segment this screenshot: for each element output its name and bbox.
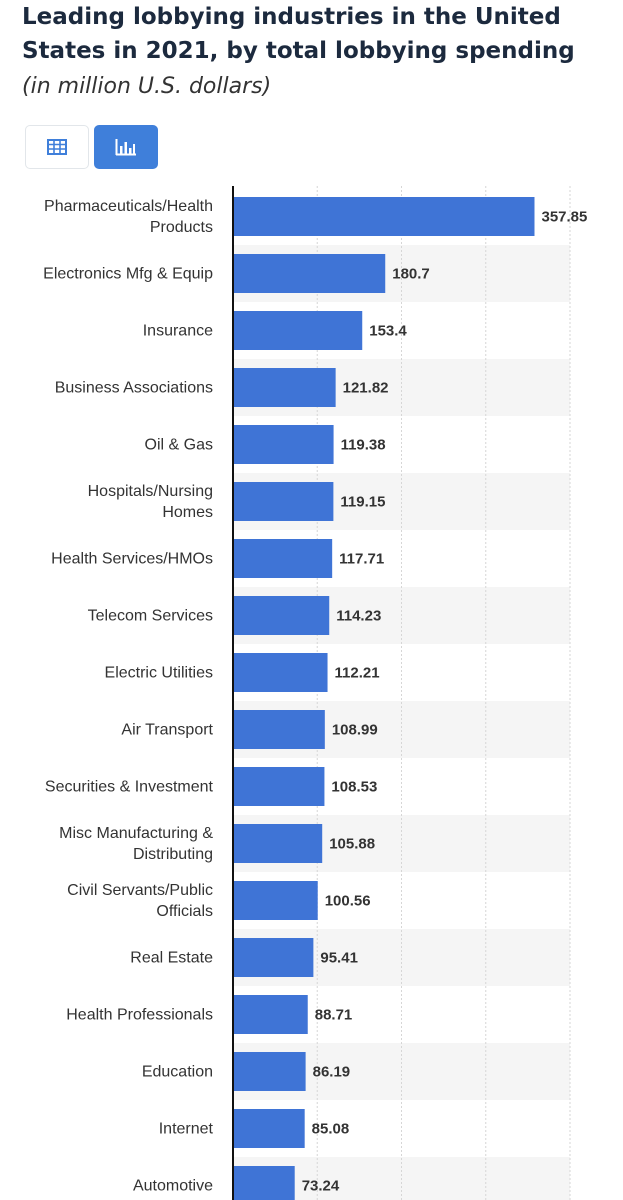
value-label: 105.88	[329, 836, 375, 853]
value-label: 88.71	[315, 1007, 353, 1024]
value-label: 119.38	[341, 437, 386, 454]
category-label: Telecom Services	[88, 608, 213, 625]
bar[interactable]	[233, 710, 325, 749]
category-label-line: Homes	[162, 504, 213, 521]
category-label: Real Estate	[130, 950, 213, 967]
category-label: Automotive	[133, 1178, 213, 1195]
bar[interactable]	[233, 881, 318, 920]
bar[interactable]	[233, 1052, 306, 1091]
value-label: 357.85	[541, 209, 587, 226]
bar[interactable]	[233, 995, 308, 1034]
category-label-line: Securities & Investment	[45, 779, 214, 796]
category-label: Internet	[159, 1121, 214, 1138]
category-label-line: Electric Utilities	[105, 665, 213, 682]
category-label: Oil & Gas	[145, 437, 213, 454]
bar-chart: 357.85 Pharmaceuticals/Health Products 180.…	[0, 186, 623, 1200]
category-label-line: Civil Servants/Public	[67, 882, 213, 899]
value-label: 114.23	[336, 608, 381, 625]
bar[interactable]	[233, 824, 323, 863]
category-label: Electric Utilities	[105, 665, 213, 682]
category-label-line: Oil & Gas	[145, 437, 213, 454]
bar[interactable]	[233, 767, 325, 806]
category-label: Securities & Investment	[45, 779, 214, 796]
bar[interactable]	[233, 1109, 305, 1148]
category-label: Civil Servants/Public Officials	[67, 882, 213, 920]
category-label-line: Misc Manufacturing &	[59, 825, 213, 842]
table-icon	[47, 139, 67, 155]
value-label: 180.7	[392, 266, 430, 283]
bar[interactable]	[233, 482, 334, 521]
bar[interactable]	[233, 197, 535, 236]
category-label: Education	[142, 1064, 213, 1081]
category-label: Pharmaceuticals/Health Products	[44, 198, 213, 236]
bar[interactable]	[233, 1166, 295, 1200]
bar-chart-svg: 357.85 Pharmaceuticals/Health Products 180.…	[43, 186, 587, 1200]
category-label-line: Education	[142, 1064, 213, 1081]
category-label-line: Air Transport	[121, 722, 213, 739]
category-label: Business Associations	[55, 380, 213, 397]
value-label: 85.08	[312, 1121, 350, 1138]
category-label-line: Insurance	[143, 323, 213, 340]
category-label-line: Telecom Services	[88, 608, 213, 625]
category-label: Health Services/HMOs	[51, 551, 213, 568]
category-label: Insurance	[143, 323, 213, 340]
bar[interactable]	[233, 425, 334, 464]
category-label: Misc Manufacturing & Distributing	[59, 825, 213, 863]
value-label: 121.82	[343, 380, 389, 397]
bar[interactable]	[233, 653, 328, 692]
value-label: 86.19	[313, 1064, 351, 1081]
category-label-line: Real Estate	[130, 950, 213, 967]
bar[interactable]	[233, 311, 363, 350]
category-label: Hospitals/Nursing Homes	[88, 483, 213, 521]
value-label: 95.41	[320, 950, 358, 967]
category-label-line: Hospitals/Nursing	[88, 483, 213, 500]
chart-subtitle: (in million U.S. dollars)	[22, 74, 272, 99]
value-label: 119.15	[340, 494, 385, 511]
category-label-line: Health Services/HMOs	[51, 551, 213, 568]
bar-chart-icon	[115, 139, 136, 156]
value-label: 100.56	[325, 893, 371, 910]
category-label: Air Transport	[121, 722, 213, 739]
value-label: 117.71	[339, 551, 384, 568]
category-label: Health Professionals	[66, 1007, 213, 1024]
chart-view-button[interactable]	[94, 125, 158, 169]
category-label-line: Business Associations	[55, 380, 213, 397]
bar[interactable]	[233, 539, 333, 578]
category-label: Electronics Mfg & Equip	[43, 266, 213, 283]
value-label: 112.21	[335, 665, 380, 682]
category-label-line: Health Professionals	[66, 1007, 213, 1024]
bar[interactable]	[233, 254, 386, 293]
bar[interactable]	[233, 368, 336, 407]
category-label-line: Pharmaceuticals/Health	[44, 198, 213, 215]
bar[interactable]	[233, 596, 330, 635]
value-label: 153.4	[369, 323, 407, 340]
value-label: 73.24	[302, 1178, 340, 1195]
table-view-button[interactable]	[25, 125, 89, 169]
category-label-line: Products	[150, 219, 213, 236]
bar[interactable]	[233, 938, 314, 977]
category-label-line: Distributing	[133, 846, 213, 863]
value-label: 108.99	[332, 722, 378, 739]
category-label-line: Officials	[156, 903, 213, 920]
category-label-line: Internet	[159, 1121, 214, 1138]
value-label: 108.53	[331, 779, 377, 796]
chart-title: Leading lobbying industries in the Unite…	[22, 4, 575, 64]
category-label-line: Automotive	[133, 1178, 213, 1195]
category-label-line: Electronics Mfg & Equip	[43, 266, 213, 283]
